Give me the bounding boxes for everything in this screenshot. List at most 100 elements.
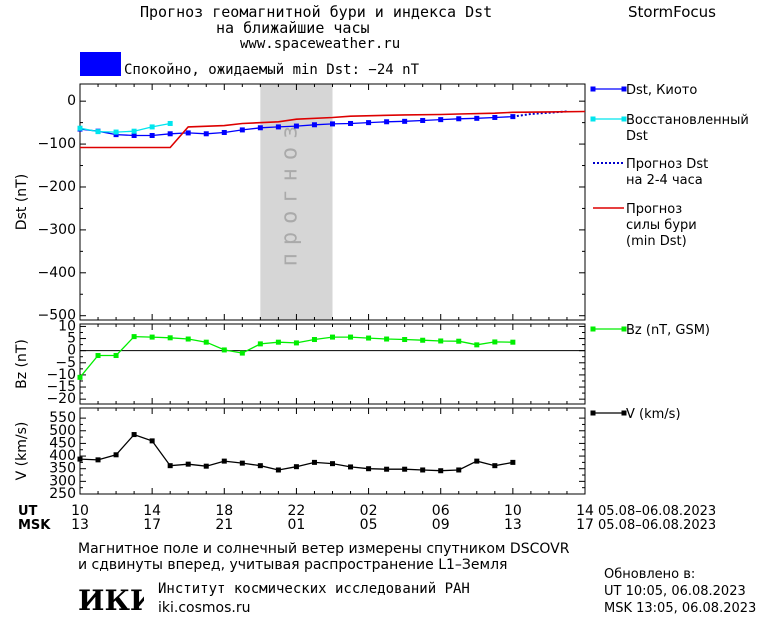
legend-label-line: Прогноз Dst bbox=[626, 157, 708, 172]
bz-panel-series-0-point bbox=[456, 338, 462, 344]
dst-panel-series-0-point bbox=[311, 122, 317, 128]
bz-panel-series-0-point bbox=[402, 337, 408, 343]
y-tick-label: −10 bbox=[46, 367, 76, 383]
legend-label-line: силы бури bbox=[626, 218, 697, 233]
v-panel-series-0-point bbox=[221, 458, 227, 464]
dst-panel-series-0-point bbox=[221, 129, 227, 135]
v-panel-series-0-point bbox=[492, 463, 498, 469]
bz-panel-series-0-point bbox=[420, 337, 426, 343]
bz-panel-series-0-point bbox=[366, 335, 372, 341]
bz-panel-series-0-point bbox=[113, 353, 119, 359]
dst-panel: прогноз 0 −100 −200 −300 −400 −500 Dst (nT) Dst,… bbox=[14, 83, 749, 324]
y-tick-label: 550 bbox=[49, 410, 76, 426]
ut-date-range: 05.08–06.08.2023 bbox=[598, 504, 716, 519]
legend-marker bbox=[590, 410, 596, 416]
bz-panel-series-0-point bbox=[239, 350, 245, 356]
y-tick-label: 300 bbox=[49, 473, 76, 489]
y-axis-label: V (km/s) bbox=[14, 422, 30, 481]
v-panel-frame bbox=[79, 407, 586, 495]
legend-label-line: Bz (nT, GSM) bbox=[626, 323, 710, 338]
v-panel-series-0-point bbox=[402, 466, 408, 472]
dst-panel-series-0-point bbox=[366, 120, 372, 126]
v-panel-series-0-point bbox=[293, 464, 299, 470]
bz-panel-series-0-point bbox=[384, 336, 390, 342]
v-panel-series-0-point bbox=[239, 460, 245, 466]
data-source-note: Магнитное поле и солнечный ветер измерен… bbox=[78, 541, 570, 557]
legend-label: Dst, Киото bbox=[626, 83, 697, 98]
v-panel-series-0-point bbox=[510, 459, 516, 465]
v-panel-series-0-point bbox=[203, 463, 209, 469]
ut-axis-label: UT bbox=[18, 504, 38, 519]
dst-panel-series-1-point bbox=[77, 125, 83, 131]
dst-panel-series-0-point bbox=[474, 115, 480, 121]
dst-panel-series-3-line bbox=[80, 110, 586, 149]
institute-name: Институт космических исследований РАН bbox=[158, 581, 470, 597]
ut-tick-label: 06 bbox=[432, 503, 450, 519]
bz-panel-series-0-point bbox=[257, 341, 263, 347]
iki-logo-text: ИКИ bbox=[78, 584, 144, 615]
bz-panel-series-0-point bbox=[77, 374, 83, 380]
msk-tick-label: 17 bbox=[143, 517, 161, 533]
updated-ut: UT 10:05, 06.08.2023 bbox=[604, 584, 746, 599]
y-tick-label: −300 bbox=[38, 222, 76, 238]
bz-panel-series-0-point bbox=[492, 339, 498, 345]
y-tick-label: 0 bbox=[67, 93, 76, 109]
v-panel-series-0-point bbox=[456, 467, 462, 473]
bz-panel-series-0-point bbox=[185, 336, 191, 342]
v-panel-series-0-point bbox=[167, 463, 173, 469]
v-panel-series-0-point bbox=[348, 464, 354, 470]
dst-panel-series-0-point bbox=[167, 131, 173, 137]
msk-tick-label: 01 bbox=[288, 517, 306, 533]
bz-panel-series-0-point bbox=[474, 342, 480, 348]
dst-panel-series-0-point bbox=[420, 117, 426, 123]
bz-panel-series-0-point bbox=[330, 334, 335, 340]
dst-panel-series-0-point bbox=[348, 120, 354, 126]
legend-marker bbox=[621, 410, 627, 416]
dst-panel-series-0-point bbox=[185, 130, 191, 136]
bz-panel-series-0-point bbox=[221, 347, 227, 353]
msk-tick-label: 13 bbox=[71, 517, 89, 533]
dst-panel-series-0-point bbox=[402, 118, 408, 124]
ut-tick-label: 18 bbox=[215, 503, 233, 519]
ut-tick-label: 22 bbox=[288, 503, 306, 519]
legend-label: Восстановленный Dst bbox=[626, 113, 749, 144]
y-tick-label: −5 bbox=[55, 355, 76, 371]
ut-tick-label: 10 bbox=[504, 503, 522, 519]
legend-label-line: V (km/s) bbox=[626, 407, 681, 422]
v-panel-series-0-point bbox=[384, 466, 390, 472]
status-text: Спокойно, ожидаемый min Dst: −24 nT bbox=[124, 62, 420, 78]
msk-tick-label: 09 bbox=[432, 517, 450, 533]
bz-panel-series-0-point bbox=[348, 334, 354, 340]
v-panel-series-0-point bbox=[77, 456, 83, 462]
forecast-band bbox=[260, 84, 333, 320]
updated-title: Обновлено в: bbox=[604, 567, 696, 582]
website-link[interactable]: www.spaceweather.ru bbox=[240, 36, 401, 52]
dst-panel-series-0-point bbox=[131, 132, 137, 138]
updated-msk: MSK 13:05, 06.08.2023 bbox=[604, 601, 757, 616]
y-tick-label: 10 bbox=[58, 318, 76, 334]
bz-panel-series-0-point bbox=[293, 340, 299, 346]
ut-tick-label: 14 bbox=[143, 503, 161, 519]
ut-tick-label: 02 bbox=[360, 503, 378, 519]
legend-label: Прогноз Dst на 2-4 часа bbox=[626, 157, 708, 188]
y-tick-label: 450 bbox=[49, 435, 76, 451]
legend-label-line: (min Dst) bbox=[626, 234, 687, 249]
y-tick-label: −15 bbox=[46, 379, 76, 395]
ut-tick-label: 10 bbox=[71, 503, 89, 519]
legend-label: Прогноз силы бури (min Dst) bbox=[626, 202, 697, 249]
dst-panel-series-0-point bbox=[492, 114, 498, 120]
v-panel-series-0-point bbox=[330, 461, 335, 467]
y-tick-label: 400 bbox=[49, 448, 76, 464]
msk-tick-label: 13 bbox=[504, 517, 522, 533]
legend-marker bbox=[621, 116, 627, 122]
v-panel-series-0-point bbox=[311, 459, 317, 465]
institute-link[interactable]: iki.cosmos.ru bbox=[158, 600, 251, 616]
chart-title: Прогноз геомагнитной бури и индекса Dst bbox=[140, 3, 493, 21]
y-tick-label: −100 bbox=[38, 136, 76, 152]
legend-marker bbox=[621, 86, 627, 92]
bz-panel-series-0-point bbox=[131, 334, 137, 340]
dst-panel-series-1-point bbox=[167, 120, 173, 126]
